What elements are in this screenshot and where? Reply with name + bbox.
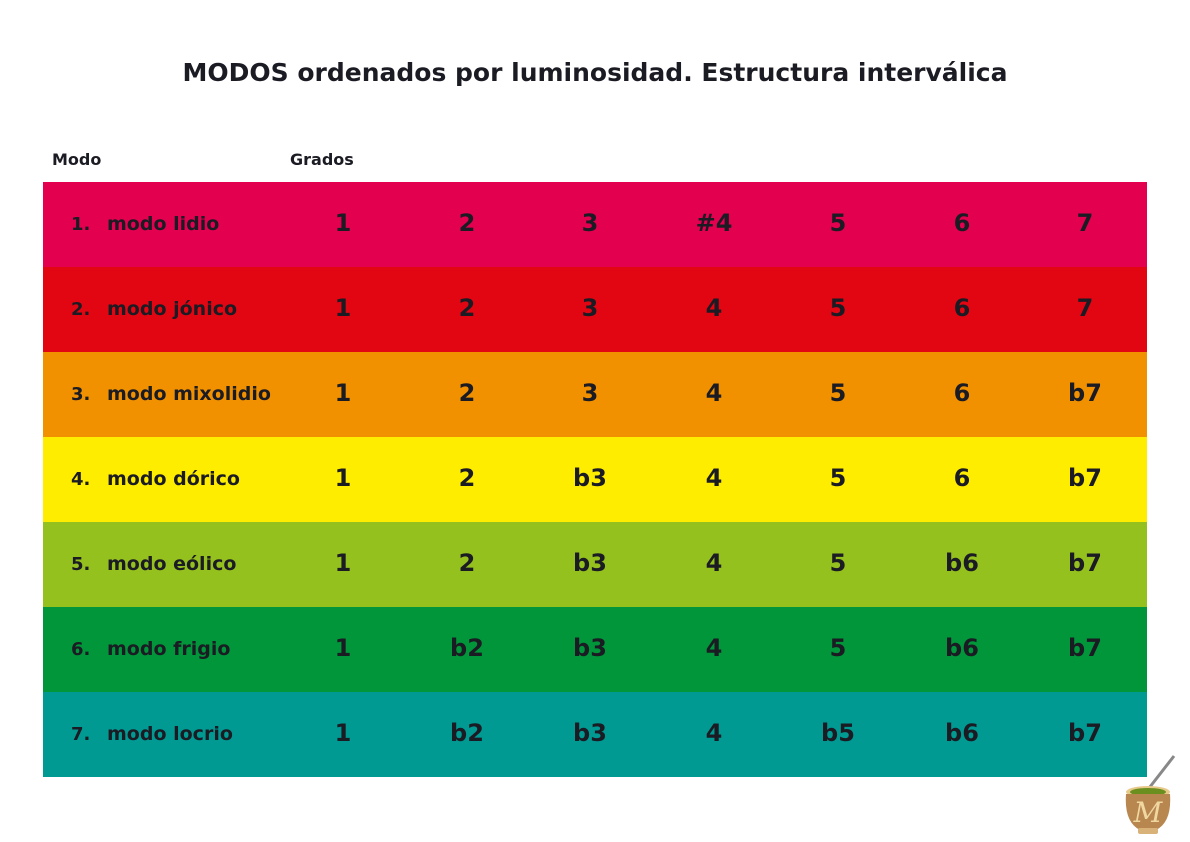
degree-cell: 6 [953, 209, 971, 237]
degree-cell: 4 [705, 464, 723, 492]
degree-cell: b7 [1068, 634, 1102, 662]
mode-row: 5. modo eólico 1 2 b3 4 5 b6 b7 [43, 522, 1147, 607]
mode-number: 4. [71, 469, 91, 490]
degree-cell: 2 [458, 549, 476, 577]
mode-row: 4. modo dórico 1 2 b3 4 5 6 b7 [43, 437, 1147, 522]
degree-cell: 6 [953, 464, 971, 492]
degree-cell: 5 [829, 464, 847, 492]
mode-row: 3. modo mixolidio 1 2 3 4 5 6 b7 [43, 352, 1147, 437]
degree-cell: b3 [573, 719, 607, 747]
degree-cell: b5 [821, 719, 855, 747]
mode-row: 6. modo frigio 1 b2 b3 4 5 b6 b7 [43, 607, 1147, 692]
degree-cell: b3 [573, 634, 607, 662]
degree-cell: 2 [458, 209, 476, 237]
degree-cell: 5 [829, 379, 847, 407]
degree-cell: 5 [829, 634, 847, 662]
degree-cell: 1 [334, 634, 352, 662]
page-title: MODOS ordenados por luminosidad. Estruct… [182, 58, 1008, 87]
column-header-mode: Modo [52, 150, 102, 169]
degree-cell: 2 [458, 379, 476, 407]
mode-name: modo mixolidio [107, 383, 271, 405]
degree-cell: 4 [705, 379, 723, 407]
degree-cell: 6 [953, 294, 971, 322]
modes-table: 1. modo lidio 1 2 3 #4 5 6 7 2. modo jónico 1 2 3 4 5… [43, 182, 1147, 777]
degree-cell: #4 [695, 209, 733, 237]
degree-cell: b6 [945, 634, 979, 662]
degree-cell: 2 [458, 464, 476, 492]
degree-cell: 5 [829, 294, 847, 322]
mate-logo: M [1125, 755, 1176, 834]
degree-cell: b3 [573, 464, 607, 492]
degree-cell: 6 [953, 379, 971, 407]
degree-cell: 1 [334, 464, 352, 492]
degree-cell: 2 [458, 294, 476, 322]
degree-cell: 1 [334, 549, 352, 577]
degree-cell: b2 [450, 719, 484, 747]
mode-number: 5. [71, 554, 91, 575]
mode-name: modo eólico [107, 553, 237, 575]
degree-cell: b2 [450, 634, 484, 662]
column-header-degrees: Grados [290, 150, 354, 169]
degree-cell: 5 [829, 549, 847, 577]
degree-cell: b7 [1068, 379, 1102, 407]
degree-cell: 3 [581, 209, 599, 237]
mode-row: 7. modo locrio 1 b2 b3 4 b5 b6 b7 [43, 692, 1147, 777]
degree-cell: 7 [1076, 294, 1094, 322]
degree-cell: b7 [1068, 719, 1102, 747]
mode-row: 1. modo lidio 1 2 3 #4 5 6 7 [43, 182, 1147, 267]
degree-cell: 1 [334, 294, 352, 322]
mode-name: modo lidio [107, 213, 220, 235]
degree-cell: 3 [581, 294, 599, 322]
mode-number: 1. [71, 214, 91, 235]
degree-cell: 1 [334, 379, 352, 407]
mode-name: modo jónico [107, 298, 238, 320]
degree-cell: 4 [705, 719, 723, 747]
mode-number: 3. [71, 384, 91, 405]
degree-cell: b6 [945, 549, 979, 577]
mode-row: 2. modo jónico 1 2 3 4 5 6 7 [43, 267, 1147, 352]
mode-number: 7. [71, 724, 91, 745]
mode-name: modo locrio [107, 723, 233, 745]
degree-cell: 5 [829, 209, 847, 237]
degree-cell: 4 [705, 549, 723, 577]
degree-cell: b6 [945, 719, 979, 747]
degree-cell: 1 [334, 719, 352, 747]
degree-cell: 4 [705, 634, 723, 662]
mode-name: modo dórico [107, 468, 240, 490]
degree-cell: b7 [1068, 464, 1102, 492]
degree-cell: b3 [573, 549, 607, 577]
degree-cell: 4 [705, 294, 723, 322]
degree-cell: 7 [1076, 209, 1094, 237]
svg-text:M: M [1133, 796, 1164, 829]
degree-cell: 1 [334, 209, 352, 237]
degree-cell: 3 [581, 379, 599, 407]
degree-cell: b7 [1068, 549, 1102, 577]
mode-name: modo frigio [107, 638, 231, 660]
mode-number: 2. [71, 299, 91, 320]
mode-number: 6. [71, 639, 91, 660]
